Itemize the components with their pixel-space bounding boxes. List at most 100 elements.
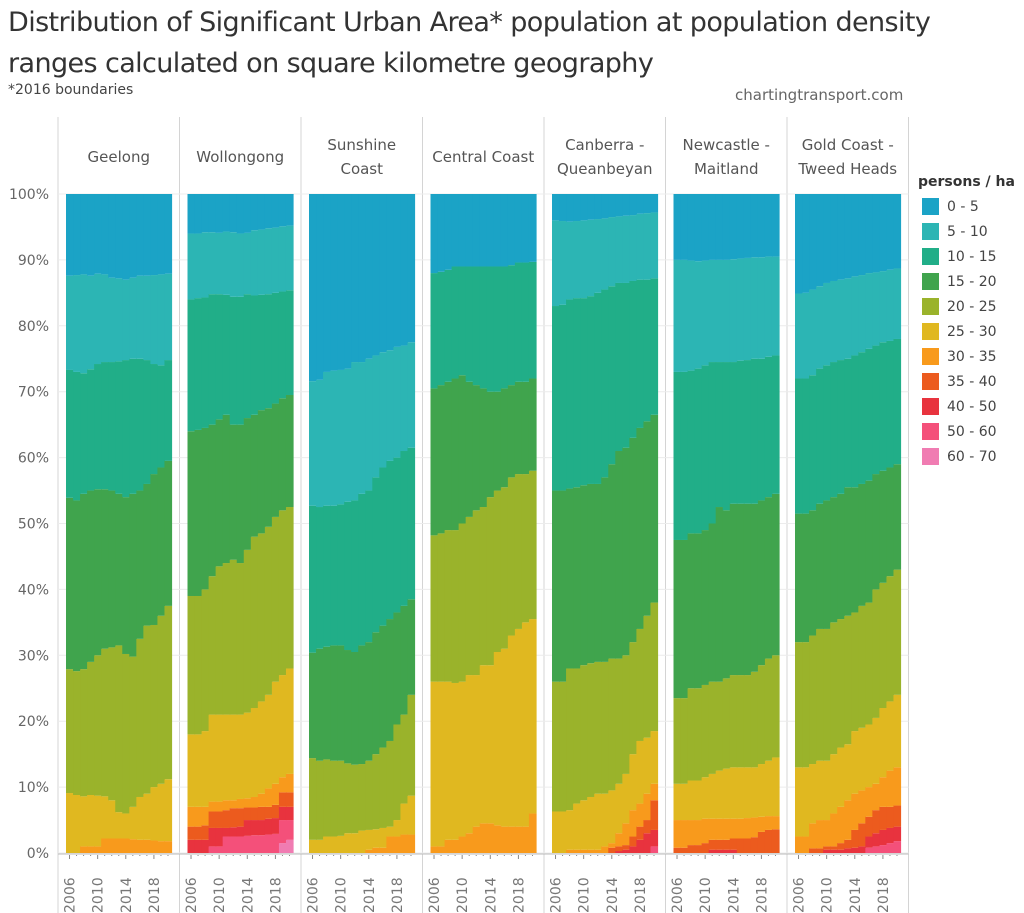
bar-segment <box>187 826 196 840</box>
bar-segment <box>264 228 273 295</box>
bar-segment <box>865 480 873 603</box>
legend-item[interactable]: 0 - 5 <box>918 194 1015 219</box>
bar-segment <box>837 194 845 280</box>
bar-segment <box>802 513 810 643</box>
bar-segment <box>521 826 530 853</box>
bar-segment <box>94 795 102 847</box>
bar-segment <box>73 795 81 853</box>
bar-segment <box>771 355 780 494</box>
bar-segment <box>636 427 645 629</box>
bar-segment <box>351 500 359 653</box>
bar-segment <box>580 298 588 486</box>
bar-segment <box>823 365 831 501</box>
bar-segment <box>493 194 502 267</box>
bar-segment <box>271 516 280 682</box>
bar-segment <box>844 487 852 616</box>
bar-segment <box>236 714 245 799</box>
bar-segment <box>164 360 173 461</box>
bar-segment <box>444 681 453 840</box>
bar-segment <box>236 233 245 297</box>
legend-item[interactable]: 10 - 15 <box>918 244 1015 269</box>
bar-segment <box>316 648 324 761</box>
bar-segment <box>879 845 888 853</box>
bar-segment <box>393 724 402 821</box>
bar-segment <box>650 194 659 213</box>
bar-segment <box>80 796 88 847</box>
bar-segment <box>643 421 652 616</box>
legend-item[interactable]: 5 - 10 <box>918 219 1015 244</box>
bar-segment <box>157 841 166 853</box>
bar-segment <box>809 635 817 765</box>
bar-segment <box>451 682 460 840</box>
bar-segment <box>622 823 630 846</box>
y-tick-label: 100% <box>9 187 49 203</box>
bar-segment <box>87 661 95 796</box>
bar-segment <box>816 503 824 629</box>
bar-segment <box>736 258 745 361</box>
panel-header-label: Newcastle - <box>683 136 770 154</box>
bar-segment <box>250 295 259 415</box>
panel-header-label: Queanbeyan <box>557 160 653 178</box>
bar-segment <box>851 793 859 830</box>
bar-segment <box>851 847 859 853</box>
bar-segment <box>872 194 880 273</box>
x-tick-label: 2010 <box>334 877 350 913</box>
bar-segment <box>757 764 766 817</box>
panel-wollongong: Wollongong 2006 2010 2014 2018 <box>179 148 301 913</box>
bar-segment <box>771 757 780 817</box>
bar-segment <box>215 232 224 295</box>
bar-segment <box>694 194 703 262</box>
bar-segment <box>257 835 266 853</box>
bar-segment <box>743 838 752 853</box>
bar-segment <box>437 271 446 386</box>
bar-segment <box>379 467 387 626</box>
bar-segment <box>157 467 166 616</box>
bar-segment <box>715 507 724 682</box>
bar-segment <box>150 624 159 788</box>
legend-item[interactable]: 30 - 35 <box>918 344 1015 369</box>
bar-segment <box>636 740 645 804</box>
bar-segment <box>108 838 116 853</box>
bar-segment <box>73 194 81 276</box>
bar-segment <box>194 429 203 596</box>
bar-segment <box>351 194 359 363</box>
bar-segment <box>757 816 766 832</box>
bar-segment <box>264 806 273 819</box>
legend-item[interactable]: 40 - 50 <box>918 394 1015 419</box>
chart-subtitle: *2016 boundaries <box>8 82 134 98</box>
legend-item[interactable]: 35 - 40 <box>918 369 1015 394</box>
panel-header-label: Sunshine <box>327 136 396 154</box>
bar-segment <box>215 566 224 715</box>
bar-segment <box>743 360 752 504</box>
legend-item[interactable]: 20 - 25 <box>918 294 1015 319</box>
bar-segment <box>844 615 852 745</box>
bar-segment <box>643 194 652 214</box>
bar-segment <box>514 381 523 475</box>
bar-segment <box>750 194 759 258</box>
bar-segment <box>636 826 645 840</box>
bar-segment <box>201 839 210 853</box>
bar-segment <box>865 348 873 481</box>
bar-segment <box>372 829 380 848</box>
legend-item[interactable]: 15 - 20 <box>918 269 1015 294</box>
bar-segment <box>243 712 252 799</box>
bar-segment <box>157 194 166 275</box>
legend-item[interactable]: 60 - 70 <box>918 444 1015 469</box>
bar-segment <box>194 298 203 430</box>
bar-segment <box>830 194 838 281</box>
bar-segment <box>257 294 266 411</box>
bar-segment <box>722 194 731 260</box>
bar-segment <box>802 378 810 514</box>
legend-item[interactable]: 50 - 60 <box>918 419 1015 444</box>
bar-segment <box>893 194 902 269</box>
bar-segment <box>528 194 537 262</box>
bar-segment <box>393 836 402 853</box>
bar-segment <box>330 370 338 506</box>
bar-segment <box>465 381 474 517</box>
bar-segment <box>351 833 359 853</box>
legend-item[interactable]: 25 - 30 <box>918 319 1015 344</box>
bar-segment <box>129 194 137 278</box>
bar-segment <box>757 665 766 765</box>
bar-segment <box>559 221 567 305</box>
bar-segment <box>87 846 95 853</box>
